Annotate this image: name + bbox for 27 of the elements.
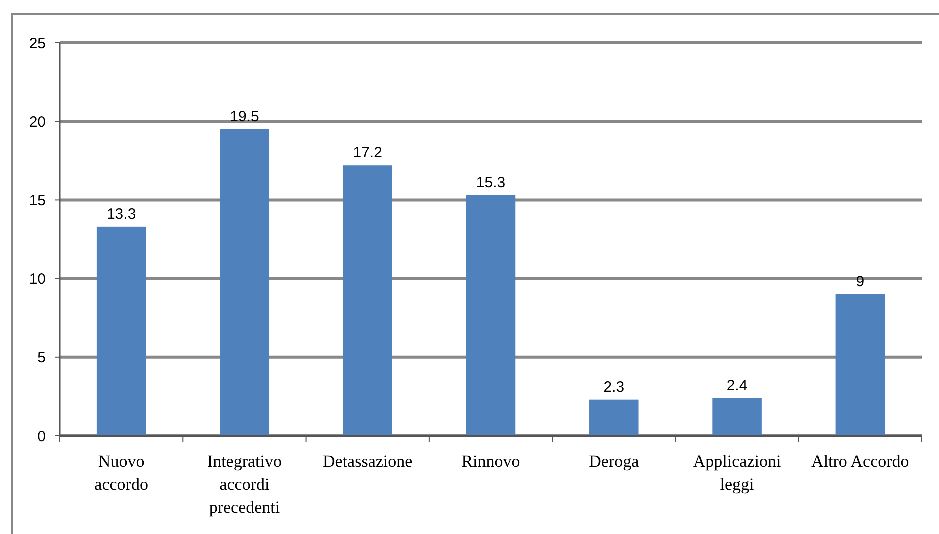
x-tick-label: Applicazioni leggi bbox=[693, 452, 782, 494]
data-label: 19.5 bbox=[230, 108, 260, 126]
y-tick-label: 5 bbox=[38, 350, 46, 367]
data-label: 9 bbox=[856, 274, 865, 291]
x-tick-label: Altro Accordo bbox=[812, 452, 910, 471]
data-label: 17.2 bbox=[353, 144, 382, 162]
y-tick-label: 15 bbox=[29, 192, 46, 210]
y-tick-label: 0 bbox=[38, 428, 46, 446]
y-tick-label: 10 bbox=[29, 271, 46, 288]
data-label: 13.3 bbox=[106, 206, 136, 223]
data-label: 15.3 bbox=[476, 174, 506, 192]
x-tick-label: Deroga bbox=[589, 452, 640, 471]
bar bbox=[343, 166, 392, 436]
bar bbox=[96, 226, 146, 436]
x-tick-label: Integrativo accordi precedenti bbox=[207, 452, 282, 517]
bar bbox=[836, 294, 886, 436]
x-tick-label: Detassazione bbox=[323, 452, 413, 471]
x-tick-label: Rinnovo bbox=[462, 452, 520, 471]
bar bbox=[220, 129, 270, 436]
x-tick-label: Nuovo accordo bbox=[94, 452, 148, 494]
bar bbox=[590, 400, 639, 436]
y-tick-label: 20 bbox=[29, 114, 46, 131]
y-tick-label: 25 bbox=[29, 35, 46, 52]
data-label: 2.3 bbox=[604, 378, 625, 396]
data-label: 2.4 bbox=[726, 377, 748, 394]
bar bbox=[466, 195, 516, 436]
bar bbox=[712, 398, 762, 436]
